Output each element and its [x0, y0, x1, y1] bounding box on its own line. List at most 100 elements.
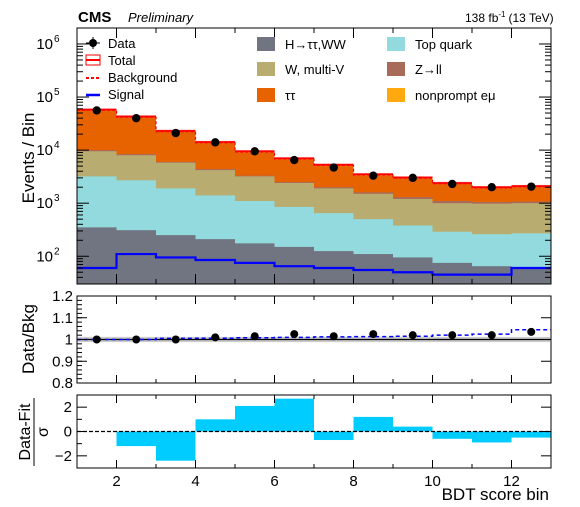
pull-ytick-label: 2	[64, 399, 72, 416]
data-point	[408, 173, 417, 183]
legend-total-marker	[85, 54, 101, 66]
main-ytick-label: 10	[36, 195, 53, 212]
legend: Data Total Background Signal H→ττ,WW W, …	[85, 36, 495, 103]
ratio-ylabel: Data/Bkg	[19, 304, 38, 374]
ratio-point	[250, 332, 259, 341]
ratio-point	[171, 335, 180, 344]
energy-value: (13 TeV)	[509, 11, 554, 25]
main-ylabel: Events / Bin	[19, 113, 38, 204]
ratio-point	[527, 327, 536, 336]
legend-nonprompt-swatch	[387, 88, 405, 102]
legend-zll-swatch	[387, 62, 405, 76]
pull-bar	[314, 431, 354, 441]
pull-bar	[472, 431, 512, 443]
pull-bar	[432, 431, 472, 439]
legend-data-marker	[86, 37, 100, 49]
ratio-ytick-label: 1.1	[52, 310, 73, 327]
legend-data-label: Data	[108, 36, 136, 51]
main-ytick-exponent: 3	[54, 193, 60, 204]
data-point	[92, 106, 101, 115]
pull-content	[77, 398, 551, 461]
main-ytick-label: 10	[36, 142, 53, 159]
ratio-point	[92, 335, 101, 344]
preliminary-label: Preliminary	[128, 10, 195, 25]
pull-bar	[393, 426, 433, 432]
ratio-point	[290, 330, 299, 339]
ratio-ytick-label: 0.8	[52, 375, 73, 392]
main-ytick-label: 10	[36, 89, 53, 106]
pull-bar	[116, 431, 156, 447]
pull-xtick-label: 6	[270, 473, 278, 490]
ratio-point	[369, 330, 378, 339]
pull-ylabel-bottom: σ	[35, 427, 52, 437]
data-point	[487, 183, 496, 192]
cms-label: CMS	[78, 9, 111, 26]
pull-bar	[511, 431, 551, 438]
main-stack	[77, 109, 551, 284]
stack-htautau-bin	[116, 230, 156, 284]
x-axis-title: BDT score bin	[442, 485, 549, 504]
stack-htautau-bin	[393, 257, 433, 284]
legend-zll-label: Z→ll	[415, 62, 442, 77]
pull-bar	[274, 398, 314, 432]
legend-top-swatch	[387, 37, 405, 51]
ratio-point	[487, 331, 496, 340]
stack-htautau-bin	[156, 235, 196, 284]
pull-xtick-label: 4	[191, 473, 199, 490]
ratio-point	[408, 331, 417, 340]
stack-htautau-bin	[432, 262, 472, 284]
ratio-point	[132, 335, 141, 344]
legend-signal-label: Signal	[108, 87, 144, 102]
stack-htautau-bin	[77, 227, 117, 284]
pull-ytick-label: 0	[64, 424, 72, 441]
legend-htautau-swatch	[257, 37, 275, 51]
lumi-value: 138 fb	[465, 11, 499, 25]
ratio-ytick-label: 0.9	[52, 353, 73, 370]
main-ytick-exponent: 2	[54, 246, 60, 257]
main-overlay	[77, 106, 551, 276]
pull-xtick-label: 12	[503, 473, 520, 490]
legend-tautau-swatch	[257, 88, 275, 102]
pull-xtick-label: 8	[349, 473, 357, 490]
data-point	[250, 147, 259, 156]
lumi-sup: -1	[498, 10, 506, 19]
main-ytick-label: 10	[36, 248, 53, 265]
data-point	[369, 171, 378, 180]
legend-background-label: Background	[108, 70, 177, 85]
data-point	[448, 179, 457, 189]
main-ytick-exponent: 4	[54, 140, 60, 151]
stack-htautau-bin	[511, 268, 551, 284]
background-line	[77, 109, 551, 189]
data-point	[329, 163, 338, 172]
pull-ytick-label: −2	[55, 448, 72, 465]
main-ytick-label: 10	[36, 36, 53, 53]
pull-ylabel-top: Data-Fit	[17, 403, 34, 460]
ratio-point	[211, 333, 220, 342]
pull-bar	[195, 419, 235, 432]
stack-htautau-bin	[195, 239, 235, 284]
legend-total-label: Total	[108, 53, 136, 68]
ratio-ytick-label: 1.2	[52, 288, 73, 305]
data-point	[527, 182, 536, 191]
lumi-label: 138 fb-1 (13 TeV)	[465, 10, 554, 25]
legend-top-label: Top quark	[415, 37, 473, 52]
legend-tautau-label: ττ	[285, 88, 296, 103]
ratio-point	[329, 332, 338, 341]
legend-wmultiv-swatch	[257, 62, 275, 76]
ratio-point	[448, 331, 457, 340]
ratio-axes: 0.8 0.9 1 1.1 1.2	[52, 288, 552, 392]
pull-bar	[353, 416, 393, 432]
main-ytick-exponent: 5	[54, 87, 60, 98]
legend-wmultiv-label: W, multi-V	[285, 62, 345, 77]
main-ytick-exponent: 6	[54, 34, 60, 45]
ratio-ytick-label: 1	[65, 332, 73, 349]
ratio-content	[76, 327, 551, 344]
data-point	[132, 113, 141, 123]
pull-bar	[156, 431, 196, 461]
pull-xtick-label: 10	[424, 473, 441, 490]
data-point	[211, 138, 220, 147]
legend-htautau-label: H→ττ,WW	[285, 37, 347, 52]
pull-axes: −2 0 2 2 4 6 8 10 12	[55, 395, 552, 490]
